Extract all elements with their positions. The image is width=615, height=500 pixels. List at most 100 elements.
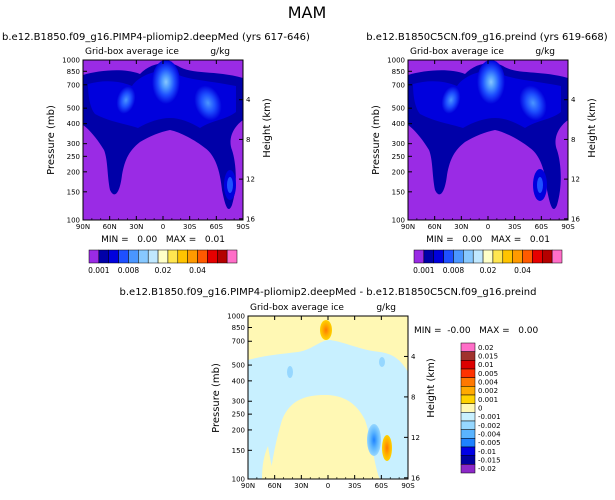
units-label: g/kg	[376, 303, 396, 313]
nh-band	[441, 86, 461, 114]
colorbar-swatch	[207, 249, 218, 264]
colorbar-swatch	[460, 446, 476, 456]
y-tick-label: 700	[67, 81, 80, 89]
colorbar-swatch	[443, 249, 454, 264]
panel-right: b.e12.B1850C5CN.f09_g16.preind (yrs 619-…	[366, 32, 608, 275]
height-tick-label: 12	[411, 434, 420, 442]
colorbar-swatch	[460, 386, 476, 396]
colorbar-swatch	[138, 249, 149, 264]
colorbar-swatch	[118, 249, 129, 264]
x-tick-label: 90S	[401, 482, 415, 490]
colorbar-swatch	[157, 249, 169, 264]
height-tick-label: 8	[571, 136, 575, 144]
colorbar-label: -0.002	[478, 422, 501, 430]
x-tick-label: 60S	[375, 482, 389, 490]
axes: 90N 60N 30N 0 30S 60S 90S 1000 850 700 500 400 300 25…	[62, 57, 255, 232]
height-tick-label: 8	[411, 393, 415, 401]
sh-lower-core-inner	[227, 177, 233, 193]
colorbar-label: -0.02	[478, 465, 496, 473]
colorbar-swatch	[460, 429, 476, 439]
colorbar-label: -0.004	[478, 431, 501, 439]
colorbar-label: -0.001	[478, 413, 501, 421]
x-tick-label: 0	[486, 223, 490, 231]
x-tick-label: 30S	[183, 223, 197, 231]
tropical-core	[477, 60, 505, 104]
colorbar-swatch	[226, 249, 238, 264]
x-tick-label: 90N	[241, 482, 255, 490]
y-tick-label: 100	[67, 217, 80, 225]
x-tick-label: 30N	[294, 482, 308, 490]
colorbar-swatch	[197, 249, 208, 264]
contour-field	[248, 316, 408, 479]
colorbar-label: 0.008	[443, 266, 465, 275]
x-tick-label: 60N	[268, 482, 282, 490]
height-tick-label: 4	[246, 96, 251, 104]
y-tick-label: 200	[392, 168, 405, 176]
stats-label: MIN = 0.00 MAX = 0.01	[101, 235, 225, 245]
y-axis-label-right: Height (km)	[426, 358, 437, 418]
panel-title: b.e12.B1850.f09_g16.PIMP4-pliomip2.deepM…	[120, 287, 537, 298]
y-tick-label: 400	[232, 377, 245, 385]
panel-title: b.e12.B1850.f09_g16.PIMP4-pliomip2.deepM…	[2, 32, 310, 43]
colorbar: 0.001 0.008 0.02 0.04	[88, 249, 238, 275]
negative-spot-nh	[287, 366, 293, 378]
colorbar-swatch	[460, 360, 476, 370]
contour-field	[83, 60, 243, 220]
colorbar-label: 0.04	[189, 266, 206, 275]
y-tick-label: 300	[232, 398, 245, 406]
y-tick-label: 200	[232, 426, 245, 434]
colorbar-label: 0.001	[478, 396, 498, 404]
negative-spot-sh	[379, 357, 385, 367]
colorbar-swatch	[460, 403, 476, 413]
positive-core-sh	[382, 435, 392, 461]
y-tick-label: 200	[67, 168, 80, 176]
colorbar-swatch	[217, 249, 228, 264]
colorbar-swatch	[522, 249, 533, 264]
colorbar-label: 0.001	[413, 266, 435, 275]
colorbar-swatch	[453, 249, 464, 264]
colorbar-swatch	[167, 249, 179, 264]
negative-core-sh	[367, 424, 381, 456]
y-tick-label: 250	[232, 411, 245, 419]
colorbar-label: 0.02	[480, 266, 497, 275]
x-tick-label: 30S	[508, 223, 522, 231]
colorbar-swatch	[187, 249, 198, 264]
panel-title: b.e12.B1850C5CN.f09_g16.preind (yrs 619-…	[366, 32, 608, 43]
x-tick-label: 30N	[454, 223, 468, 231]
y-tick-label: 100	[392, 217, 405, 225]
x-tick-label: 90S	[236, 223, 250, 231]
page-title: MAM	[288, 3, 327, 22]
y-tick-label: 1000	[387, 57, 405, 65]
sh-lower-core-inner	[537, 177, 543, 193]
y-tick-label: 150	[392, 188, 405, 196]
x-tick-label: 30S	[348, 482, 362, 490]
axes: 90N 60N 30N 0 30S 60S 90S 1000 850 700 500 400 300 25…	[387, 57, 580, 232]
panel-left: b.e12.B1850.f09_g16.PIMP4-pliomip2.deepM…	[2, 32, 310, 275]
colorbar-label: 0.01	[478, 361, 494, 369]
colorbar-swatch	[482, 249, 494, 264]
colorbar-swatch	[502, 249, 513, 264]
colorbar-label: 0	[478, 405, 482, 413]
y-tick-label: 250	[392, 153, 405, 161]
colorbar-swatch	[460, 455, 476, 465]
y-tick-label: 850	[67, 68, 80, 76]
axes: 90N 60N 30N 0 30S 60S 90S 1000 850 700 500 400 300 25…	[227, 313, 420, 491]
y-axis-label: Pressure (mb)	[46, 105, 57, 175]
colorbar-swatch	[460, 438, 476, 448]
colorbar-label: 0.008	[118, 266, 140, 275]
colorbar-swatch	[463, 249, 474, 264]
height-tick-label: 4	[411, 353, 416, 361]
colorbar-swatch	[423, 249, 434, 264]
colorbar-label: -0.005	[478, 439, 501, 447]
colorbar-swatch	[88, 249, 100, 264]
colorbar: 0.001 0.008 0.02 0.04	[413, 249, 563, 275]
colorbar-swatch	[460, 412, 476, 422]
y-tick-label: 500	[232, 362, 245, 370]
contour-light-band	[262, 446, 276, 479]
y-tick-label: 100	[232, 476, 245, 484]
contour-field	[408, 60, 568, 220]
colorbar: 0.020.0150.010.0050.0040.0020.0010-0.001…	[460, 342, 501, 474]
colorbar-swatch	[460, 342, 476, 352]
sh-band	[519, 85, 547, 121]
